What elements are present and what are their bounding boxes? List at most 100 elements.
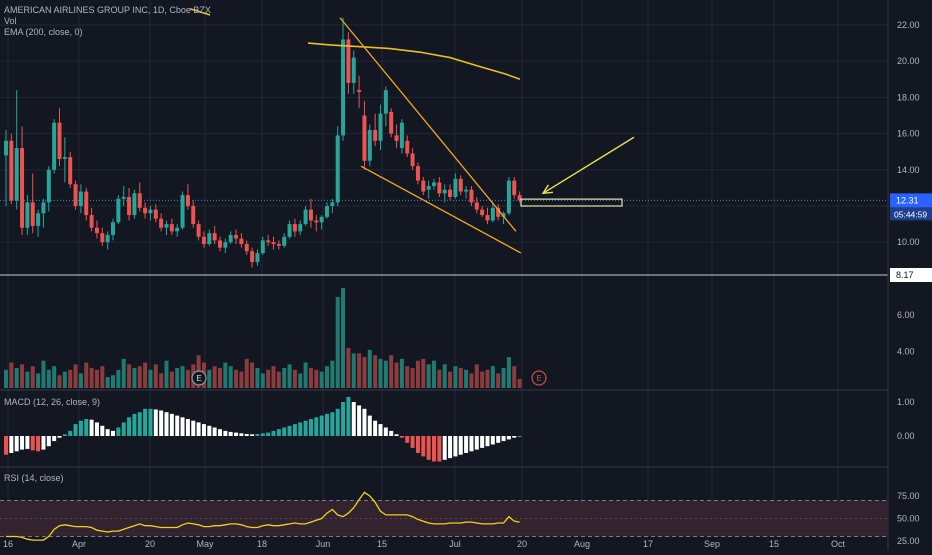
macd-bar-6 bbox=[36, 436, 41, 452]
macd-bar-45 bbox=[244, 433, 249, 436]
volume-bar-17 bbox=[94, 369, 99, 388]
highlight-box bbox=[520, 198, 623, 207]
volume-bar-92 bbox=[496, 373, 501, 388]
macd-bar-23 bbox=[127, 417, 132, 436]
rsi-label[interactable]: RSI (14, close) bbox=[4, 473, 64, 483]
macd-bar-52 bbox=[282, 427, 287, 436]
earnings-marker-1: E bbox=[531, 370, 547, 386]
candle-body-81 bbox=[437, 182, 442, 194]
macd-bar-17 bbox=[94, 422, 99, 436]
macd-bar-48 bbox=[260, 433, 265, 436]
macd-bar-87 bbox=[469, 436, 474, 452]
volume-bar-49 bbox=[266, 369, 271, 388]
macd-bar-78 bbox=[421, 436, 426, 457]
candle-body-6 bbox=[36, 213, 41, 226]
volume-bar-15 bbox=[84, 362, 89, 388]
macd-bar-96 bbox=[517, 436, 522, 437]
volume-bar-31 bbox=[169, 371, 174, 388]
volume-bar-81 bbox=[437, 369, 442, 388]
candle-body-19 bbox=[105, 234, 110, 243]
candle-body-49 bbox=[266, 240, 271, 243]
volume-tick-1: 4.00 bbox=[897, 347, 915, 357]
volume-bar-69 bbox=[373, 355, 378, 388]
annotation-arrow-head bbox=[541, 184, 554, 195]
candle-body-94 bbox=[506, 180, 511, 214]
macd-bar-59 bbox=[319, 415, 324, 436]
volume-bar-54 bbox=[292, 369, 297, 388]
macd-bar-44 bbox=[239, 433, 244, 436]
macd-bar-20 bbox=[111, 430, 115, 436]
candle-body-31 bbox=[169, 224, 174, 232]
volume-bar-33 bbox=[180, 366, 185, 388]
volume-bar-40 bbox=[218, 367, 222, 388]
volume-bar-56 bbox=[303, 362, 308, 388]
macd-bar-94 bbox=[506, 436, 511, 440]
volume-bar-6 bbox=[36, 373, 41, 388]
candle-body-52 bbox=[282, 236, 287, 246]
volume-bar-47 bbox=[255, 367, 260, 388]
candle-body-40 bbox=[218, 240, 222, 248]
macd-bar-22 bbox=[121, 422, 126, 436]
candle-body-60 bbox=[325, 206, 329, 217]
earnings-circle-1 bbox=[531, 370, 547, 386]
candle-body-58 bbox=[314, 220, 319, 223]
countdown-value: 05:44:59 bbox=[894, 209, 927, 219]
vol-label[interactable]: Vol bbox=[4, 16, 17, 26]
candle-body-72 bbox=[389, 111, 394, 134]
macd-bar-77 bbox=[415, 436, 420, 453]
macd-bar-7 bbox=[41, 436, 46, 450]
candle-body-64 bbox=[346, 39, 351, 83]
volume-bar-70 bbox=[378, 358, 383, 388]
macd-bar-47 bbox=[255, 433, 260, 436]
volume-bar-73 bbox=[394, 362, 399, 388]
volume-bar-86 bbox=[464, 369, 469, 388]
volume-bar-41 bbox=[223, 362, 228, 388]
candle-body-85 bbox=[458, 178, 463, 192]
volume-bar-80 bbox=[432, 360, 436, 388]
macd-bar-84 bbox=[453, 436, 458, 457]
price-tick-0: 22.00 bbox=[897, 20, 920, 30]
macd-bar-65 bbox=[351, 402, 356, 436]
volume-bar-3 bbox=[20, 364, 25, 388]
symbol-title[interactable]: AMERICAN AIRLINES GROUP INC, 1D, Cboe BZ… bbox=[4, 5, 211, 15]
ema-label[interactable]: EMA (200, close, 0) bbox=[4, 27, 83, 37]
macd-bar-83 bbox=[448, 436, 453, 459]
candle-body-96 bbox=[517, 195, 522, 201]
earnings-marker-0: E bbox=[191, 370, 207, 386]
macd-tick-0: 1.00 bbox=[897, 397, 915, 407]
volume-bar-13 bbox=[73, 364, 78, 388]
macd-bar-9 bbox=[52, 436, 57, 442]
candle-body-84 bbox=[453, 178, 458, 197]
volume-bar-18 bbox=[100, 366, 105, 388]
candle-body-0 bbox=[4, 140, 8, 156]
volume-bar-95 bbox=[512, 366, 517, 388]
candle-body-45 bbox=[244, 244, 249, 252]
candle-body-77 bbox=[415, 166, 420, 181]
volume-bar-14 bbox=[78, 373, 83, 388]
rsi-band bbox=[0, 500, 888, 537]
volume-bar-16 bbox=[89, 367, 94, 388]
candle-body-32 bbox=[175, 227, 180, 232]
x-tick-7: Jul bbox=[449, 539, 461, 549]
candle-body-35 bbox=[191, 206, 196, 225]
earnings-label-1: E bbox=[536, 374, 541, 383]
volume-bar-68 bbox=[367, 349, 372, 388]
volume-bar-62 bbox=[335, 297, 340, 388]
macd-bar-92 bbox=[496, 436, 501, 443]
rsi-tick-2: 25.00 bbox=[897, 536, 920, 546]
x-tick-1: Apr bbox=[72, 539, 86, 549]
volume-bar-22 bbox=[121, 358, 126, 388]
candle-body-27 bbox=[148, 209, 153, 214]
candle-body-28 bbox=[153, 209, 158, 219]
macd-bar-11 bbox=[62, 434, 67, 436]
macd-bar-53 bbox=[287, 425, 292, 436]
candle-body-22 bbox=[121, 196, 126, 199]
x-tick-3: May bbox=[196, 539, 214, 549]
macd-label[interactable]: MACD (12, 26, close, 9) bbox=[4, 397, 101, 407]
macd-bar-55 bbox=[298, 422, 303, 436]
macd-bar-21 bbox=[116, 427, 121, 436]
volume-bar-74 bbox=[399, 358, 404, 388]
candle-body-12 bbox=[68, 157, 73, 185]
macd-bar-8 bbox=[46, 436, 51, 447]
